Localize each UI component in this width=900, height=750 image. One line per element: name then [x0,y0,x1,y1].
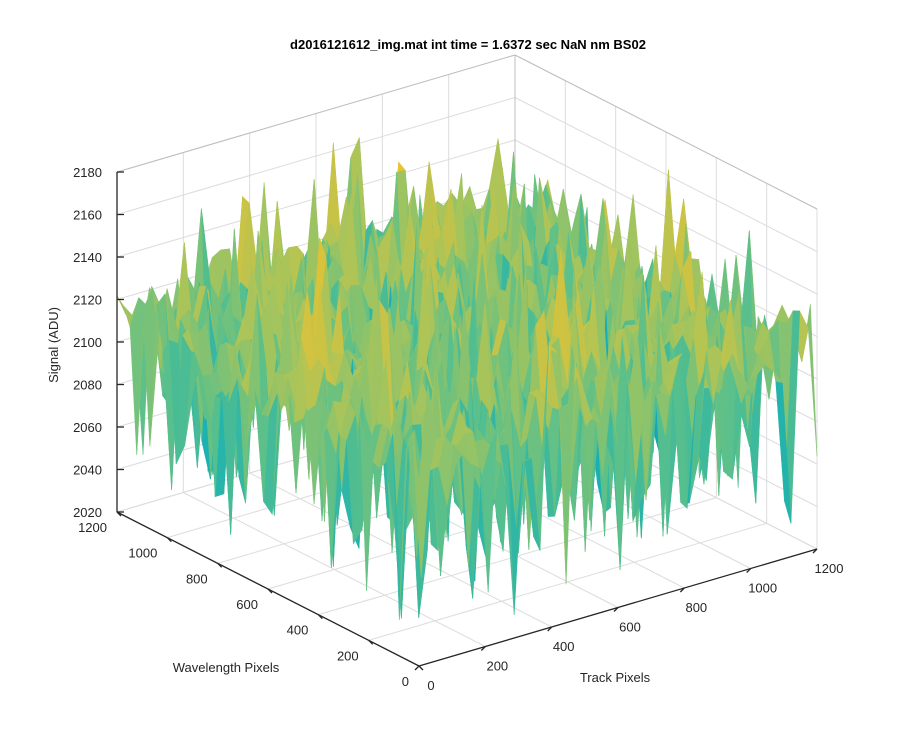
x-tick [613,607,619,612]
x-tick [746,568,752,573]
x-tick [414,665,420,671]
x-tick-label: 800 [685,600,707,615]
y-tick [166,537,172,543]
z-tick-label: 2060 [73,420,102,435]
x-tick-label: 1000 [748,581,777,596]
y-tick-label: 800 [186,571,208,586]
y-tick-label: 600 [236,597,258,612]
x-tick [679,587,685,593]
z-tick-label: 2120 [73,293,102,308]
x-tick-label: 200 [486,659,508,674]
axes [116,171,818,671]
y-tick-label: 0 [402,674,409,689]
z-tick-label: 2160 [73,208,102,223]
z-tick-label: 2100 [73,335,102,350]
z-tick-label: 2080 [73,378,102,393]
grid-line [514,97,818,252]
x-tick-label: 1200 [815,561,844,576]
grid-line [116,97,516,215]
x-axis-label: Track Pixels [580,670,651,685]
y-tick [317,614,323,620]
y-tick [418,665,424,671]
z-tick-label: 2020 [73,505,102,520]
y-tick-label: 1000 [128,546,157,561]
y-tick-label: 1200 [78,520,107,535]
z-axis-label: Signal (ADU) [46,307,61,383]
y-tick [217,562,223,568]
grid-line [116,139,516,258]
surface-patch [412,385,428,577]
y-tick [267,588,273,594]
x-tick [812,548,818,554]
y-tick [116,511,122,517]
x-tick [480,646,486,651]
y-tick-label: 400 [287,623,309,638]
y-tick [368,639,374,645]
tick-labels: 0 200 400 600 800 1000 1200 0 200 400 600 800 1000 12… [73,165,843,693]
x-tick-label: 400 [553,639,575,654]
surface-mesh [116,137,818,620]
y-tick-label: 200 [337,648,359,663]
chart-title: d2016121612_img.mat int time = 1.6372 se… [290,37,646,52]
x-tick [547,626,553,632]
x-tick-label: 0 [427,678,434,693]
box-edge [514,54,818,210]
z-tick-label: 2140 [73,250,102,265]
box-edge [116,54,516,173]
z-tick-label: 2180 [73,165,102,180]
x-tick-label: 600 [619,620,641,635]
grid-line [368,522,767,641]
y-axis-label: Wavelength Pixels [173,660,280,675]
z-tick-label: 2040 [73,463,102,478]
